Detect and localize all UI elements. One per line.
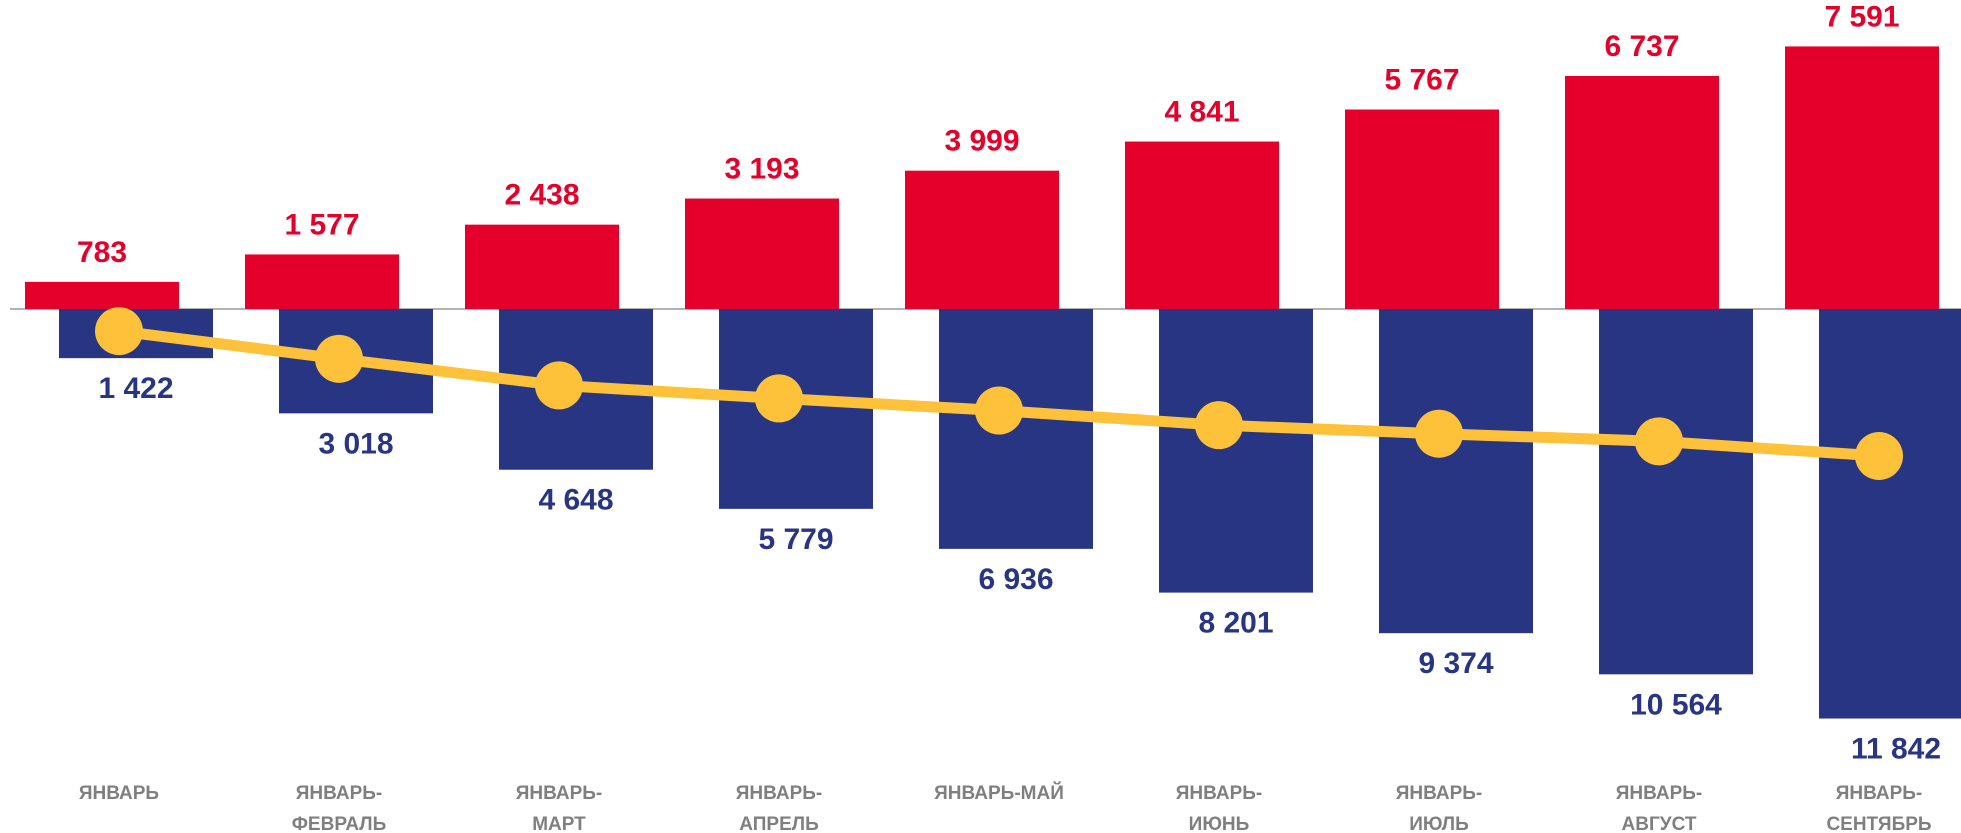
value-label: 1 577 xyxy=(284,208,359,241)
bar xyxy=(1125,141,1279,309)
value-label: 11 842 xyxy=(1851,732,1941,765)
value-label: 8 201 xyxy=(1198,607,1273,640)
value-label: 5 779 xyxy=(758,523,833,556)
x-tick-label: ЯНВАРЬ-ФЕВРАЛЬ xyxy=(291,783,387,833)
line-marker xyxy=(755,374,803,423)
value-label: 3 999 xyxy=(944,125,1019,158)
bar xyxy=(1345,109,1499,309)
value-label: 1 422 xyxy=(98,372,173,405)
value-label: 4 841 xyxy=(1164,95,1239,128)
bar xyxy=(939,308,1093,549)
line-marker xyxy=(1195,401,1243,450)
bar xyxy=(685,198,839,309)
bar xyxy=(25,281,179,309)
value-label: 4 648 xyxy=(538,484,613,517)
bar xyxy=(1159,308,1313,593)
line-marker xyxy=(535,361,583,410)
value-label: 7 591 xyxy=(1824,0,1899,33)
bar xyxy=(465,224,619,309)
bar xyxy=(1599,308,1753,675)
value-label: 6 737 xyxy=(1604,30,1679,63)
x-tick-label: ЯНВАРЬ-АПРЕЛЬ xyxy=(735,783,823,833)
line-marker xyxy=(315,334,363,383)
x-tick-label: ЯНВАРЬ-МАЙ xyxy=(934,783,1064,804)
value-label: 9 374 xyxy=(1418,647,1493,680)
bar xyxy=(1379,308,1533,634)
bar xyxy=(1785,46,1939,309)
line-marker xyxy=(1635,417,1683,466)
x-tick-label: ЯНВАРЬ-ИЮЛЬ xyxy=(1395,783,1483,833)
x-tick-label: ЯНВАРЬ xyxy=(78,783,160,804)
bar xyxy=(1565,75,1719,309)
value-label: 6 936 xyxy=(978,563,1053,596)
value-label: 10 564 xyxy=(1630,688,1722,721)
x-tick-label: ЯНВАРЬ-ИЮНЬ xyxy=(1175,783,1263,833)
value-label: 3 018 xyxy=(318,427,393,460)
line-marker xyxy=(1855,431,1903,480)
value-label: 2 438 xyxy=(504,179,579,212)
bar xyxy=(245,254,399,309)
x-tick-label: ЯНВАРЬ-СЕНТЯБРЬ xyxy=(1826,783,1932,833)
value-label: 5 767 xyxy=(1384,63,1459,96)
line-marker xyxy=(975,386,1023,435)
bar xyxy=(905,170,1059,309)
x-tick-label: ЯНВАРЬ-МАРТ xyxy=(515,783,603,833)
line-marker xyxy=(1415,409,1463,458)
line-marker xyxy=(95,307,143,356)
bar xyxy=(1819,308,1961,719)
value-label: 3 193 xyxy=(724,152,799,185)
value-label: 783 xyxy=(77,236,127,269)
x-tick-label: ЯНВАРЬ-АВГУСТ xyxy=(1615,783,1703,833)
